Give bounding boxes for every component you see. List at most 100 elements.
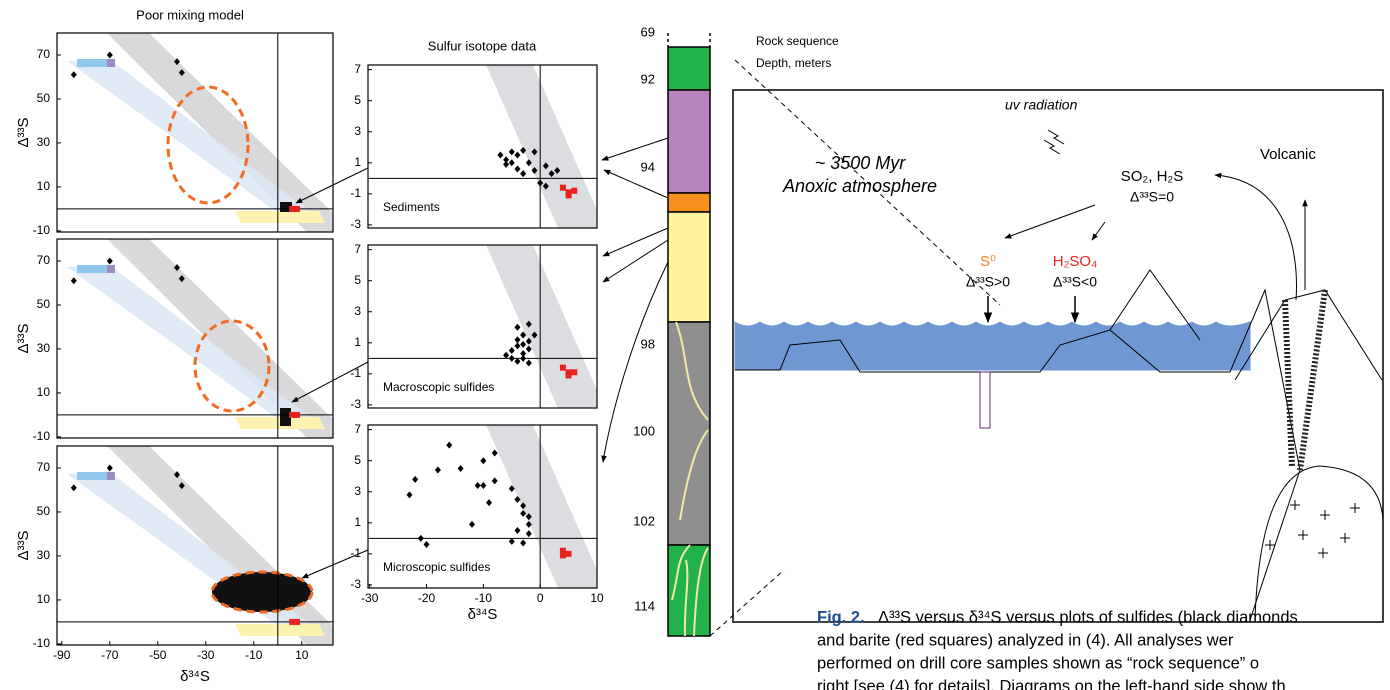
sulfide-point (412, 476, 418, 483)
panel-label: Macroscopic sulfides (383, 380, 494, 394)
x-tick-label: -50 (149, 648, 167, 662)
x-tick-label: -70 (101, 648, 119, 662)
y-tick-label: -3 (350, 397, 361, 411)
y-tick-label: 30 (37, 548, 51, 562)
panel-title: Poor mixing model (136, 7, 244, 22)
uv-rays (1044, 130, 1064, 154)
sulfide-point (520, 355, 526, 362)
s0-value: Δ³³S>0 (966, 274, 1010, 290)
gas-arrow (1215, 175, 1296, 300)
sulfide-point (514, 336, 520, 343)
sulfide-point (458, 465, 464, 472)
sulfide-bar (77, 472, 107, 480)
atmosphere-label: Anoxic atmosphere (782, 176, 937, 196)
sulfide-point (520, 341, 526, 348)
depth-label: 98 (641, 336, 655, 351)
x-tick-label: -10 (475, 591, 493, 605)
sulfide-bar (77, 59, 107, 67)
magma-conduit (1285, 290, 1325, 470)
sulfide-point (406, 491, 412, 498)
intrusion (1255, 466, 1383, 620)
drill-core (980, 372, 990, 428)
mixing-band (107, 239, 333, 438)
barite-point (560, 365, 566, 371)
arrow (1092, 222, 1105, 240)
source-value: Δ³³S=0 (1130, 189, 1174, 205)
s0-label: S⁰ (980, 253, 996, 270)
y-tick-label: 70 (37, 253, 51, 267)
sulfide-bar (77, 265, 107, 273)
sulfide-bar-tip (107, 59, 115, 67)
barite-point (566, 192, 572, 198)
y-axis-label: Δ³³S (15, 117, 32, 147)
y-tick-label: -3 (350, 577, 361, 591)
y-tick-label: -10 (33, 636, 51, 650)
sulfide-point (514, 358, 520, 365)
y-tick-label: 7 (354, 422, 361, 436)
y-tick-label: 30 (37, 341, 51, 355)
caption: Fig. 2. Δ³³S versus δ³⁴S versus plots of… (817, 608, 1298, 690)
y-tick-label: 50 (37, 297, 51, 311)
y-tick-label: 5 (354, 93, 361, 107)
mass-band (486, 245, 597, 408)
y-tick-label: -3 (350, 217, 361, 231)
sulfide-point (509, 159, 515, 166)
sulfate-label: H₂SO₄ (1053, 253, 1097, 270)
diagram: uv radiation ~ 3500 Myr Anoxic atmospher… (733, 90, 1383, 622)
barite-point (294, 619, 300, 625)
depth-label: 114 (634, 598, 655, 613)
arrow (603, 228, 668, 256)
caption-line: and barite (red squares) analyzed in (4)… (817, 631, 1234, 649)
barite-field (235, 624, 325, 636)
arrow (1005, 205, 1095, 238)
panel: -1010305070Δ³³S (15, 239, 333, 443)
panel-label: Microscopic sulfides (383, 560, 490, 574)
x-tick-label: 0 (537, 591, 544, 605)
figure: -1010305070Poor mixing modelΔ³³S-1010305… (0, 0, 1390, 690)
sulfide-point (520, 170, 526, 177)
sulfide-point (71, 484, 77, 491)
y-tick-label: 1 (354, 155, 361, 169)
arrow (604, 170, 668, 198)
y-tick-label: 10 (37, 592, 51, 606)
x-tick-label: -10 (245, 648, 263, 662)
sulfide-point (514, 166, 520, 173)
y-tick-label: 70 (37, 460, 51, 474)
sulfide-point (107, 51, 113, 58)
uv-label: uv radiation (1005, 97, 1078, 113)
layer (668, 212, 710, 322)
y-tick-label: 1 (354, 335, 361, 349)
y-tick-label: 3 (354, 304, 361, 318)
x-tick-label: -30 (361, 591, 379, 605)
sulfide-point (526, 530, 532, 537)
sulfide-point (107, 257, 113, 264)
x-tick-label: 10 (295, 648, 309, 662)
panel-title: Sulfur isotope data (428, 38, 537, 53)
x-axis-label: δ³⁴S (468, 606, 498, 623)
sulfide-point (418, 535, 424, 542)
sulfide-point (526, 359, 532, 366)
sulfide-point (435, 467, 441, 474)
sulfide-point (509, 538, 515, 545)
sulfide-point (480, 457, 486, 464)
barite-point (566, 372, 572, 378)
y-tick-label: 30 (37, 135, 51, 149)
y-tick-label: -10 (33, 223, 51, 237)
sulfide-point (509, 355, 515, 362)
y-tick-label: 50 (37, 91, 51, 105)
x-tick-label: -20 (418, 591, 436, 605)
y-tick-label: 5 (354, 273, 361, 287)
barite-point (560, 185, 566, 191)
column-subtitle: Depth, meters (756, 56, 831, 70)
caption-line: right [see (4) for details]. Diagrams on… (817, 677, 1286, 690)
sulfide-point (486, 499, 492, 506)
sulfide-point (480, 482, 486, 489)
sulfide-bar-tip (107, 472, 115, 480)
y-tick-label: 3 (354, 124, 361, 138)
column-top (668, 33, 710, 47)
layer (668, 47, 710, 90)
barite-point (294, 206, 300, 212)
y-tick-label: 50 (37, 504, 51, 518)
